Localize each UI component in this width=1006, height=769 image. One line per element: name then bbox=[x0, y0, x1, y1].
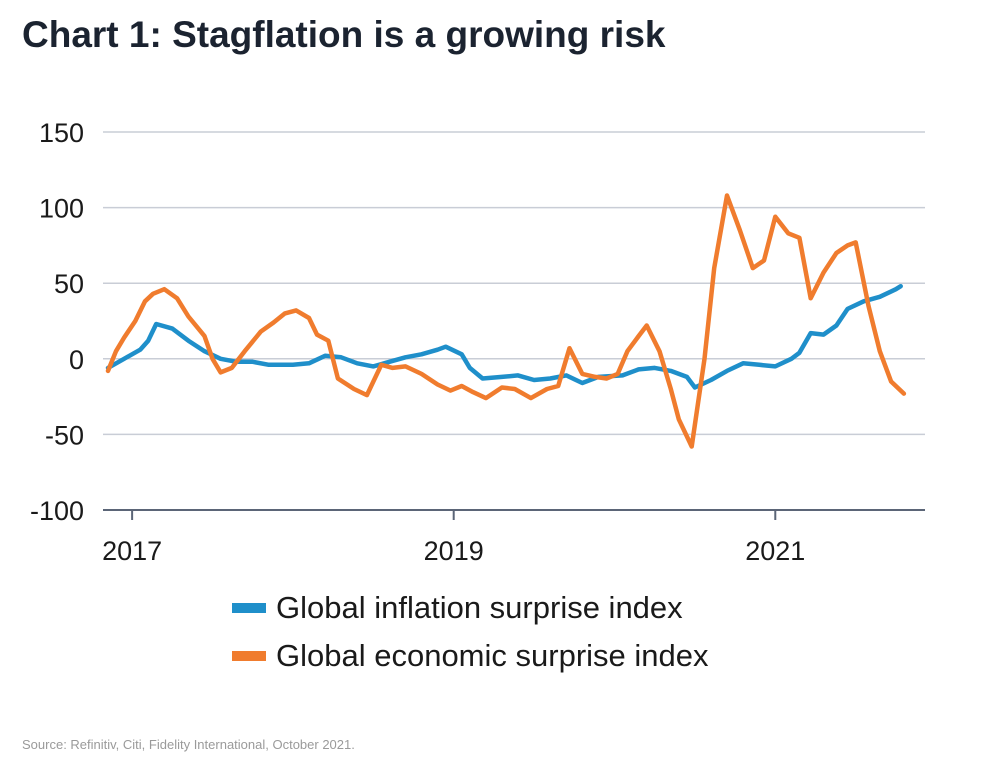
y-tick-label: 0 bbox=[69, 345, 84, 375]
chart-title: Chart 1: Stagflation is a growing risk bbox=[22, 14, 666, 55]
y-tick-label: 150 bbox=[39, 118, 84, 148]
legend-swatch-economic bbox=[232, 651, 266, 661]
y-tick-label: 100 bbox=[39, 194, 84, 224]
legend-label-inflation: Global inflation surprise index bbox=[276, 590, 683, 625]
y-tick-label: -50 bbox=[45, 420, 84, 450]
series-line-economic bbox=[105, 193, 907, 449]
legend-item-economic: Global economic surprise index bbox=[232, 632, 709, 680]
grid-lines bbox=[103, 131, 925, 511]
x-tick-label: 2019 bbox=[424, 536, 484, 566]
y-tick-label: -100 bbox=[30, 496, 84, 526]
series-line-inflation bbox=[105, 283, 903, 390]
legend-swatch-inflation bbox=[232, 603, 266, 613]
y-tick-label: 50 bbox=[54, 269, 84, 299]
y-axis-ticks: 150 100 50 0 -50 -100 bbox=[30, 118, 84, 526]
legend-label-economic: Global economic surprise index bbox=[276, 638, 709, 673]
source-note: Source: Refinitiv, Citi, Fidelity Intern… bbox=[22, 737, 355, 752]
x-axis: 2017 2019 2021 bbox=[102, 509, 925, 566]
legend-item-inflation: Global inflation surprise index bbox=[232, 584, 709, 632]
x-tick-label: 2017 bbox=[102, 536, 162, 566]
series-lines bbox=[105, 193, 907, 449]
legend: Global inflation surprise index Global e… bbox=[232, 584, 709, 680]
x-tick-label: 2021 bbox=[745, 536, 805, 566]
